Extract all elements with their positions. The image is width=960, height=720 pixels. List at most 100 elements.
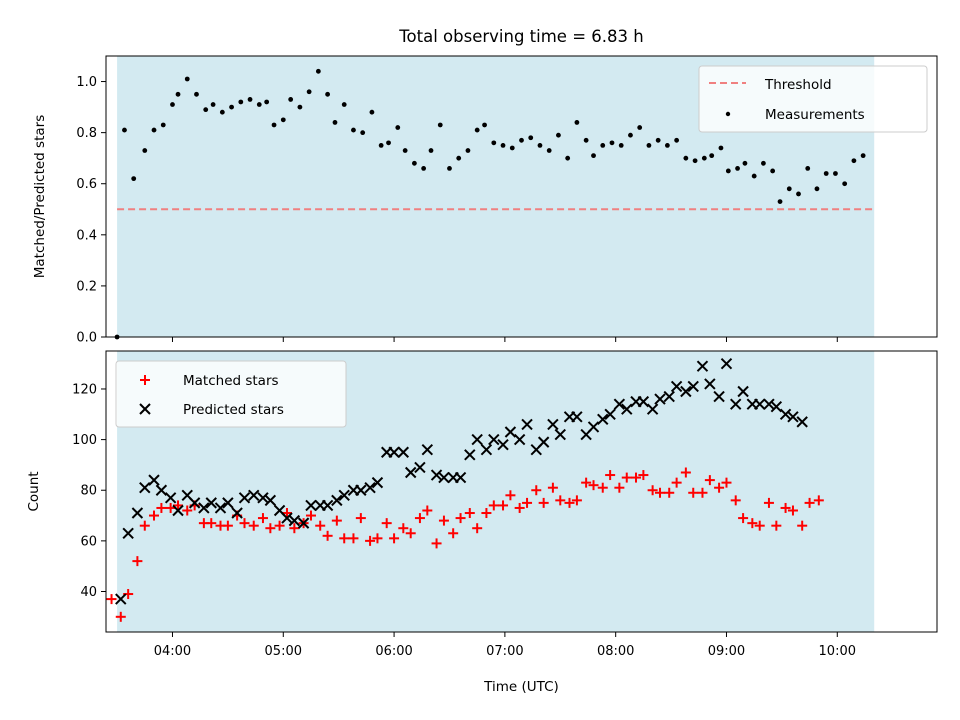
matched-star-point [381, 518, 392, 529]
measurement-point [735, 166, 740, 171]
matched-star-point [149, 510, 160, 521]
matched-star-point [405, 528, 416, 539]
bottom-y-ticks: 40 60 80 100 120 [72, 382, 106, 600]
predicted-star-point [438, 471, 450, 484]
matched-star-point [365, 535, 376, 546]
predicted-star-point [464, 449, 476, 461]
predicted-star-point [637, 395, 650, 408]
measurement-point [519, 137, 524, 143]
matched-star-point [754, 520, 765, 531]
measurement-point [683, 155, 689, 161]
top-y-tick-label: 0.2 [76, 279, 97, 294]
bottom-legend-box [115, 360, 347, 428]
chart-title: Total observing time = 6.83 h [398, 27, 643, 46]
bottom-x-tick-label: 10:00 [819, 644, 856, 659]
predicted-star-point [257, 492, 269, 504]
predicted-star-point [172, 504, 184, 517]
measurement-point [628, 132, 633, 138]
matched-star-point [571, 495, 582, 506]
predicted-star-point [471, 433, 483, 446]
matched-star-point [797, 520, 808, 531]
measurement-point [591, 153, 596, 159]
matched-star-point [481, 508, 492, 519]
matched-star-point [239, 518, 250, 529]
top-y-tick-label: 0.8 [76, 126, 97, 141]
matched-star-point [738, 513, 749, 524]
measurement-point [264, 99, 270, 105]
measurement-point [386, 140, 391, 146]
measurement-point [482, 122, 487, 128]
matched-star-point [182, 505, 193, 516]
predicted-star-point [397, 446, 410, 458]
predicted-star-point [613, 398, 626, 410]
legend-threshold-label: Threshold [764, 77, 832, 93]
predicted-star-point [604, 408, 616, 420]
measurement-point [692, 158, 698, 164]
matched-star-point [106, 594, 117, 605]
predicted-star-point [364, 481, 376, 494]
measurement-point [842, 181, 848, 187]
predicted-star-point [587, 421, 600, 433]
top-plot-frame [105, 55, 938, 338]
matched-star-point [455, 513, 466, 524]
measurement-point [674, 137, 680, 143]
legend-matched-label: Matched stars [183, 373, 279, 389]
bottom-y-tick-label: 100 [72, 433, 97, 448]
predicted-star-point [122, 527, 134, 539]
bottom-x-tick-label: 06:00 [375, 644, 412, 659]
matched-star-point [305, 510, 316, 521]
matched-star-point [265, 523, 276, 534]
top-x-ticks [171, 337, 838, 342]
matched-star-point [464, 508, 475, 519]
matched-star-point [414, 513, 425, 524]
measurement-point [369, 109, 375, 115]
measurement-point [151, 127, 157, 133]
predicted-star-point [680, 385, 692, 398]
measurement-point [609, 140, 615, 146]
top-panel: 0.0 0.2 0.4 0.6 0.8 1.0 Total observing time … [32, 27, 938, 346]
matched-star-point [522, 497, 533, 508]
matched-star-point [248, 520, 259, 531]
predicted-star-point [454, 471, 467, 484]
predicted-star-point [571, 411, 583, 423]
measurement-point [537, 143, 543, 148]
matched-star-point [431, 538, 442, 549]
predicted-star-point [297, 517, 310, 529]
predicted-star-point [754, 398, 766, 410]
measurement-point [219, 109, 225, 115]
predicted-star-point [537, 436, 550, 448]
predicted-star-point [305, 499, 317, 512]
measurement-point [271, 122, 277, 128]
legend-predicted-label: Predicted stars [183, 402, 284, 418]
bottom-x-tick-label: 04:00 [154, 644, 191, 659]
predicted-star-point [696, 360, 709, 372]
measurement-point [131, 176, 137, 182]
measurement-point [574, 120, 580, 125]
predicted-star-point [404, 466, 417, 479]
bottom-panel: 40 60 80 100 120 04:00 05:00 06:00 07:00 08:00 09… [26, 350, 938, 695]
measurement-point [823, 171, 829, 176]
measurement-point [725, 168, 731, 174]
predicted-star-point [787, 411, 799, 423]
top-y-tick-label: 0.0 [76, 331, 97, 346]
measurement-point [297, 104, 303, 110]
matched-star-point [704, 475, 715, 486]
measurement-point [256, 102, 262, 107]
matched-star-point [630, 472, 641, 483]
matched-star-point [422, 505, 433, 516]
matched-star-point [721, 477, 732, 488]
matched-star-point [339, 533, 350, 544]
legend-predicted-swatch [139, 403, 151, 415]
measurement-point [500, 143, 506, 148]
measurement-point [860, 153, 866, 159]
bottom-x-ticks: 04:00 05:00 06:00 07:00 08:00 09:00 10:00 [154, 632, 856, 659]
measurement-point [465, 148, 471, 153]
matched-star-point [115, 611, 126, 622]
measurement-point [528, 135, 534, 141]
measurement-point [709, 153, 715, 159]
measurement-point [378, 143, 384, 148]
matched-star-point [547, 482, 558, 493]
measurement-point [332, 120, 338, 125]
measurement-point [351, 127, 356, 133]
matched-star-point [132, 556, 143, 567]
